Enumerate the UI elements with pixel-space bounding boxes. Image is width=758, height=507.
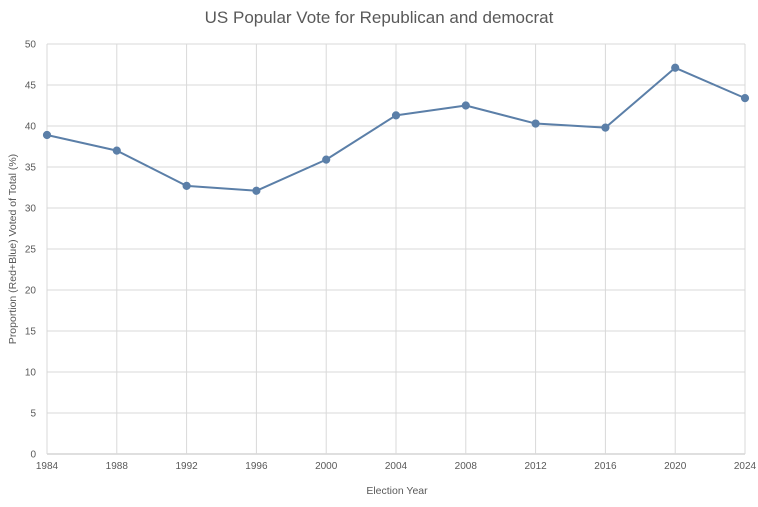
y-tick-label: 35 xyxy=(25,163,37,174)
y-tick-label: 5 xyxy=(30,409,36,420)
data-point xyxy=(740,94,750,103)
data-point xyxy=(42,130,52,140)
data-point xyxy=(182,181,191,190)
x-tick-label: 2004 xyxy=(385,461,408,472)
x-tick-label: 2012 xyxy=(524,461,547,472)
data-point xyxy=(322,155,331,164)
x-axis-ticks: 1984 1988 1992 1996 2000 2004 2008 2012 2016 2020… xyxy=(36,461,757,472)
x-tick-label: 1988 xyxy=(106,461,129,472)
y-tick-label: 25 xyxy=(25,245,37,256)
gridlines xyxy=(46,43,746,455)
y-tick-label: 10 xyxy=(25,368,37,379)
x-tick-label: 2024 xyxy=(734,461,757,472)
data-point xyxy=(461,101,470,110)
data-point xyxy=(531,119,540,128)
x-tick-label: 2008 xyxy=(455,461,478,472)
y-tick-label: 20 xyxy=(25,286,37,297)
y-axis-label: Proportion (Red+Blue) Voted of Total (%) xyxy=(7,154,19,344)
data-point xyxy=(112,146,121,155)
x-axis-label: Election Year xyxy=(366,485,428,497)
y-tick-label: 30 xyxy=(25,204,37,215)
series xyxy=(42,63,750,195)
x-tick-label: 2000 xyxy=(315,461,338,472)
data-point xyxy=(601,123,610,132)
x-tick-label: 1992 xyxy=(175,461,198,472)
data-point xyxy=(671,63,680,72)
y-tick-label: 45 xyxy=(25,81,37,92)
x-tick-label: 2016 xyxy=(594,461,617,472)
x-tick-label: 2020 xyxy=(664,461,687,472)
y-tick-label: 40 xyxy=(25,122,37,133)
chart-title: US Popular Vote for Republican and democ… xyxy=(205,8,554,27)
y-axis-ticks: 0 5 10 15 20 25 30 35 40 45 50 xyxy=(25,40,37,461)
data-point xyxy=(252,186,261,195)
data-point xyxy=(391,111,401,120)
y-tick-label: 15 xyxy=(25,327,37,338)
x-tick-label: 1984 xyxy=(36,461,59,472)
y-tick-label: 50 xyxy=(25,40,37,51)
x-tick-label: 1996 xyxy=(245,461,268,472)
y-tick-label: 0 xyxy=(30,450,36,461)
